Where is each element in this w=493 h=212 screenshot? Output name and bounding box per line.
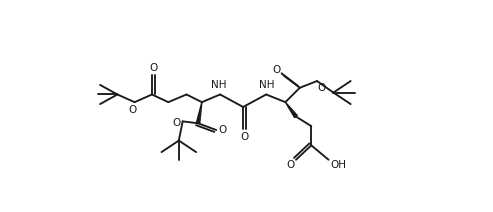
Polygon shape xyxy=(196,102,202,124)
Polygon shape xyxy=(285,102,297,117)
Text: O: O xyxy=(173,118,181,128)
Text: O: O xyxy=(273,66,281,75)
Text: O: O xyxy=(317,83,326,93)
Text: O: O xyxy=(218,125,226,135)
Text: O: O xyxy=(286,160,294,170)
Text: NH: NH xyxy=(211,80,227,90)
Text: O: O xyxy=(240,132,248,142)
Text: OH: OH xyxy=(330,160,346,170)
Text: O: O xyxy=(150,63,158,73)
Text: NH: NH xyxy=(259,80,275,90)
Text: O: O xyxy=(129,105,137,115)
